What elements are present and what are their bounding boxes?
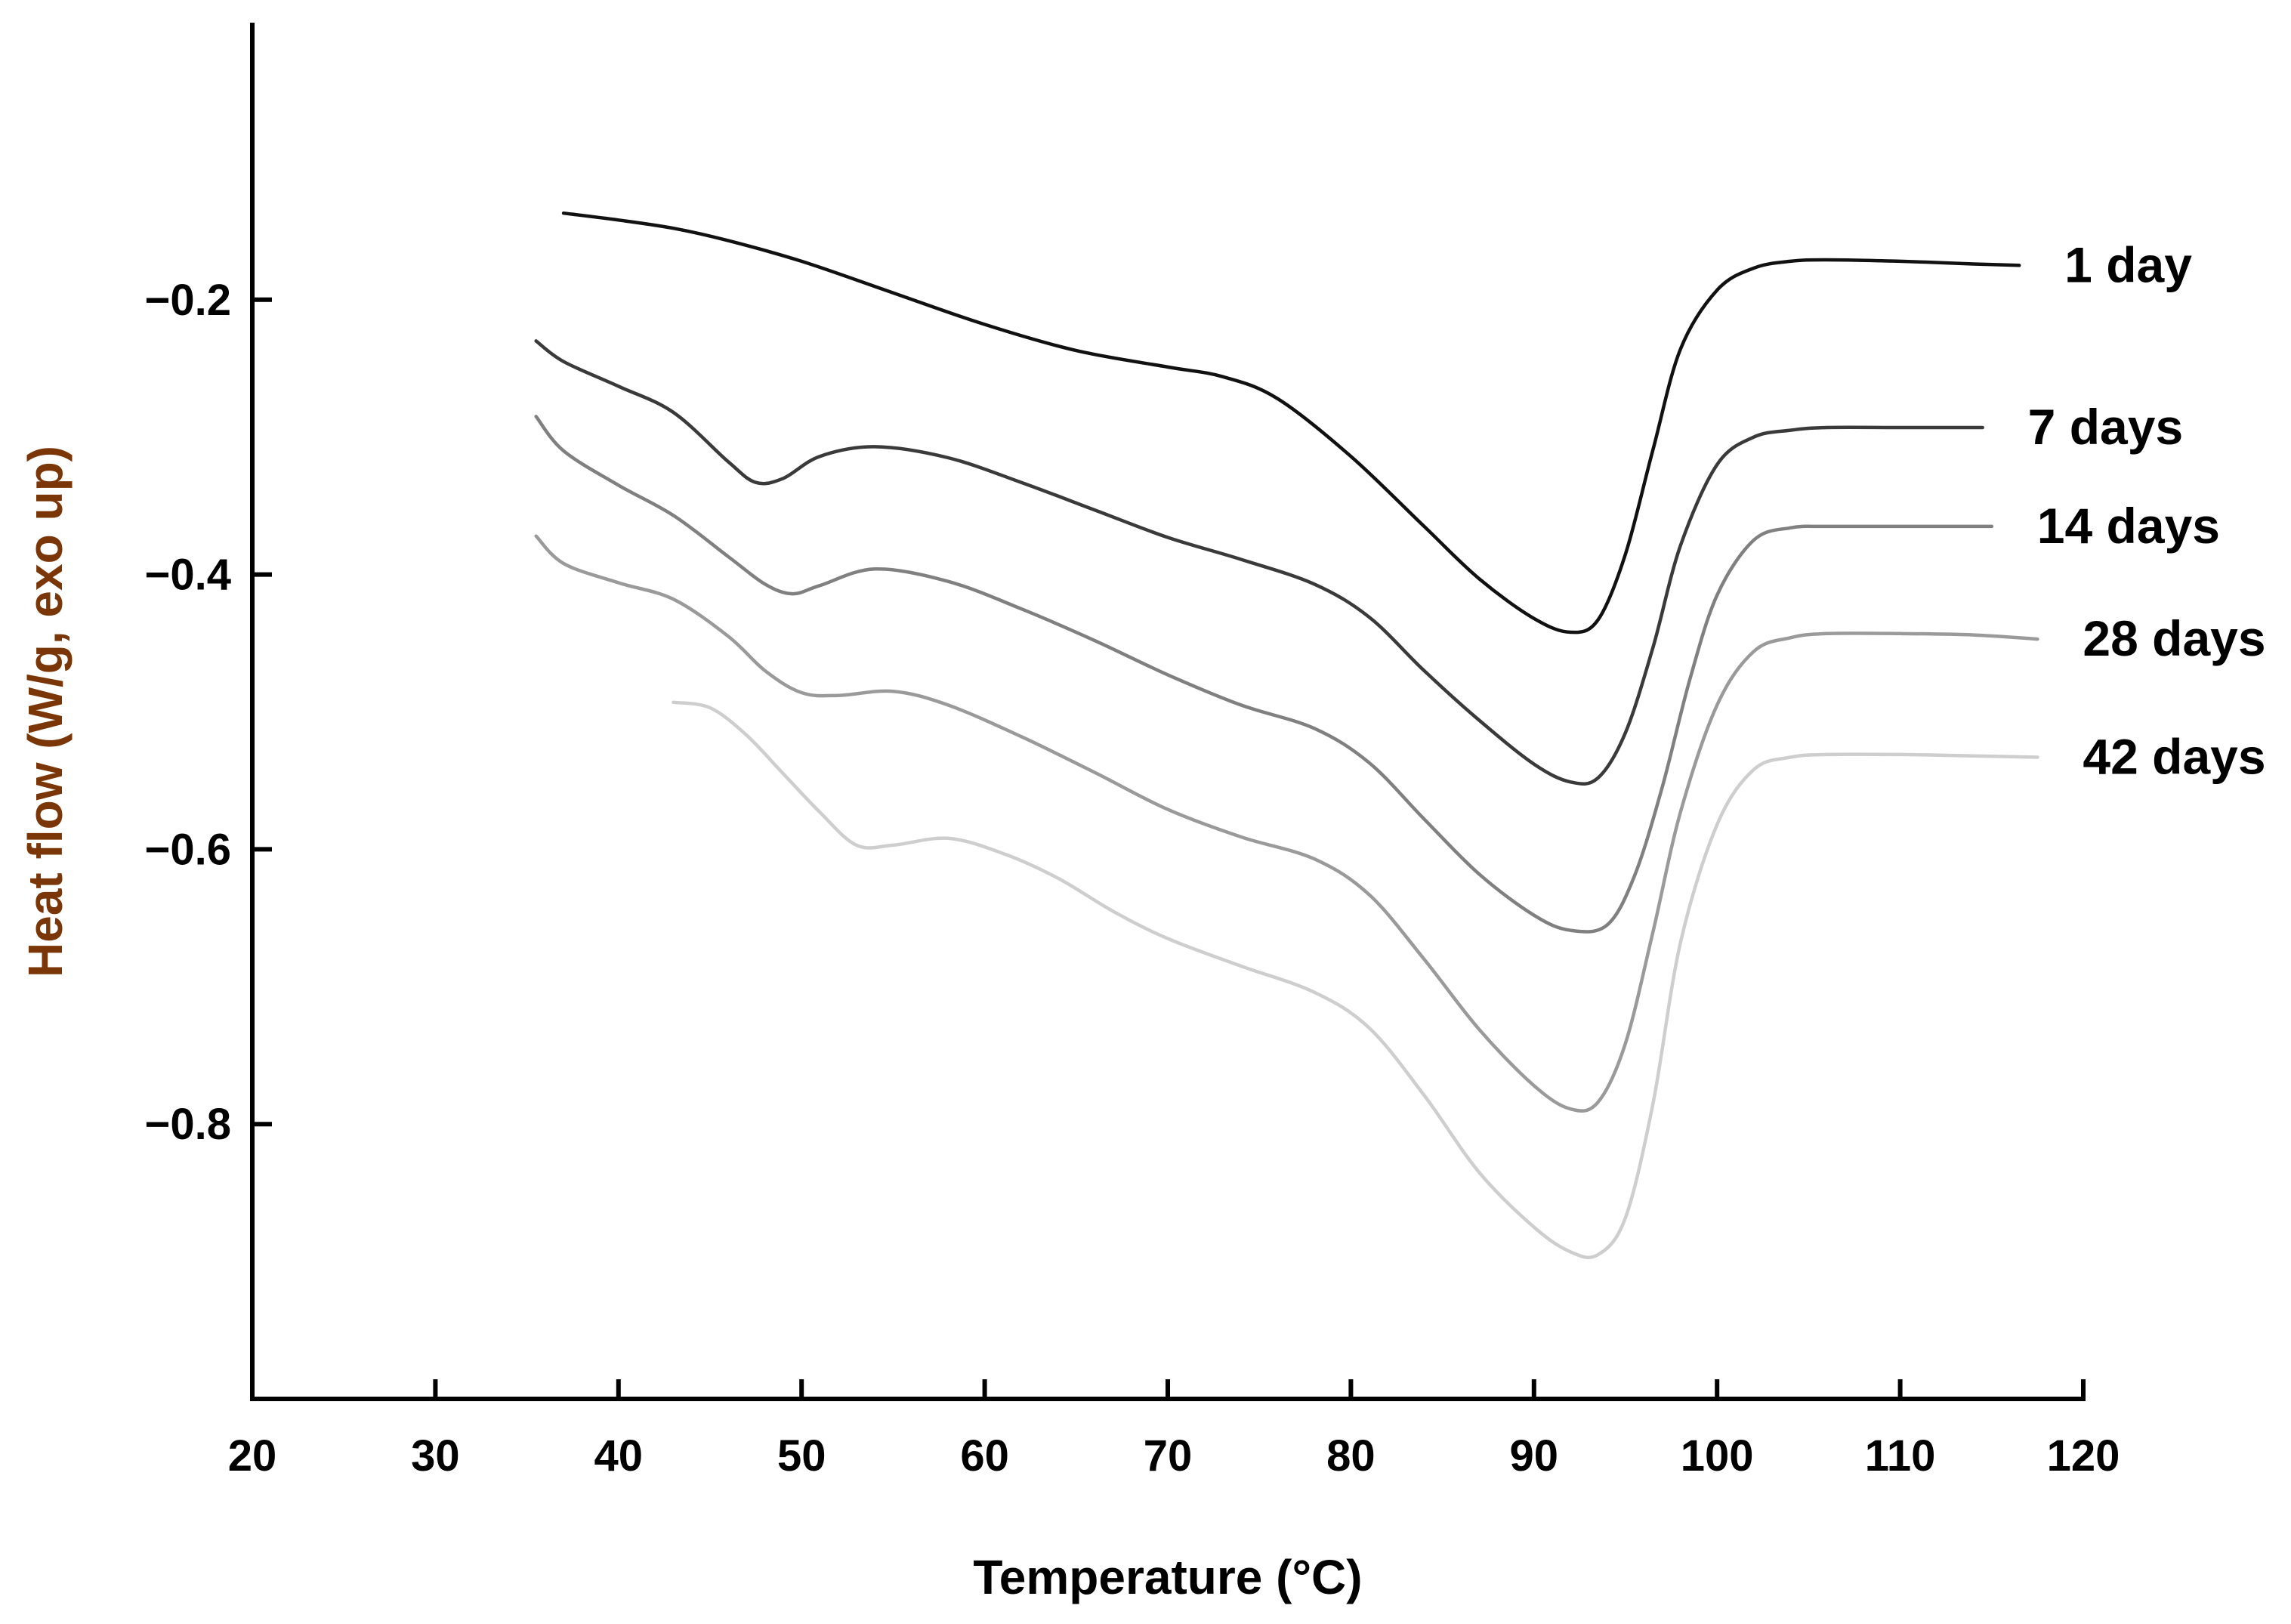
x-tick-label-120: 120 — [2047, 1431, 2120, 1480]
x-tick-label-20: 20 — [228, 1431, 277, 1480]
series-label-14-days: 14 days — [2037, 498, 2220, 554]
x-tick-label-40: 40 — [594, 1431, 644, 1480]
x-tick-label-100: 100 — [1681, 1431, 1754, 1480]
series-label-42-days: 42 days — [2083, 729, 2265, 785]
series-lines — [534, 211, 2039, 1260]
y-tick-label-2: −0.6 — [145, 825, 232, 874]
y-axis-ticks: −0.2 −0.4 −0.6 −0.8 — [145, 276, 272, 1149]
y-axis-title: Heat flow (W/g, exo up) — [18, 446, 73, 977]
series-line-7-days — [534, 339, 1984, 786]
x-tick-label-60: 60 — [960, 1431, 1009, 1480]
series-line-28-days — [534, 534, 2039, 1113]
x-tick-label-30: 30 — [411, 1431, 460, 1480]
series-label-28-days: 28 days — [2083, 610, 2265, 666]
y-tick-label-1: −0.4 — [145, 551, 232, 600]
x-tick-label-70: 70 — [1144, 1431, 1193, 1480]
series-labels: 1 day 7 days 14 days 28 days 42 days — [2028, 236, 2266, 784]
x-tick-label-90: 90 — [1510, 1431, 1559, 1480]
x-tick-label-80: 80 — [1326, 1431, 1376, 1480]
series-line-42-days — [672, 700, 2039, 1260]
series-line-1-day — [561, 211, 2021, 634]
x-tick-label-50: 50 — [777, 1431, 826, 1480]
series-line-14-days — [534, 415, 1994, 934]
y-tick-label-0: −0.2 — [145, 276, 232, 325]
series-label-1-day: 1 day — [2064, 236, 2192, 292]
series-label-7-days: 7 days — [2028, 399, 2183, 455]
x-tick-label-110: 110 — [1865, 1431, 1936, 1480]
x-axis-ticks: 20 30 40 50 60 70 80 90 100 110 120 — [228, 1379, 2120, 1480]
y-tick-label-3: −0.8 — [145, 1100, 232, 1149]
x-axis-title: Temperature (°C) — [973, 1550, 1362, 1604]
